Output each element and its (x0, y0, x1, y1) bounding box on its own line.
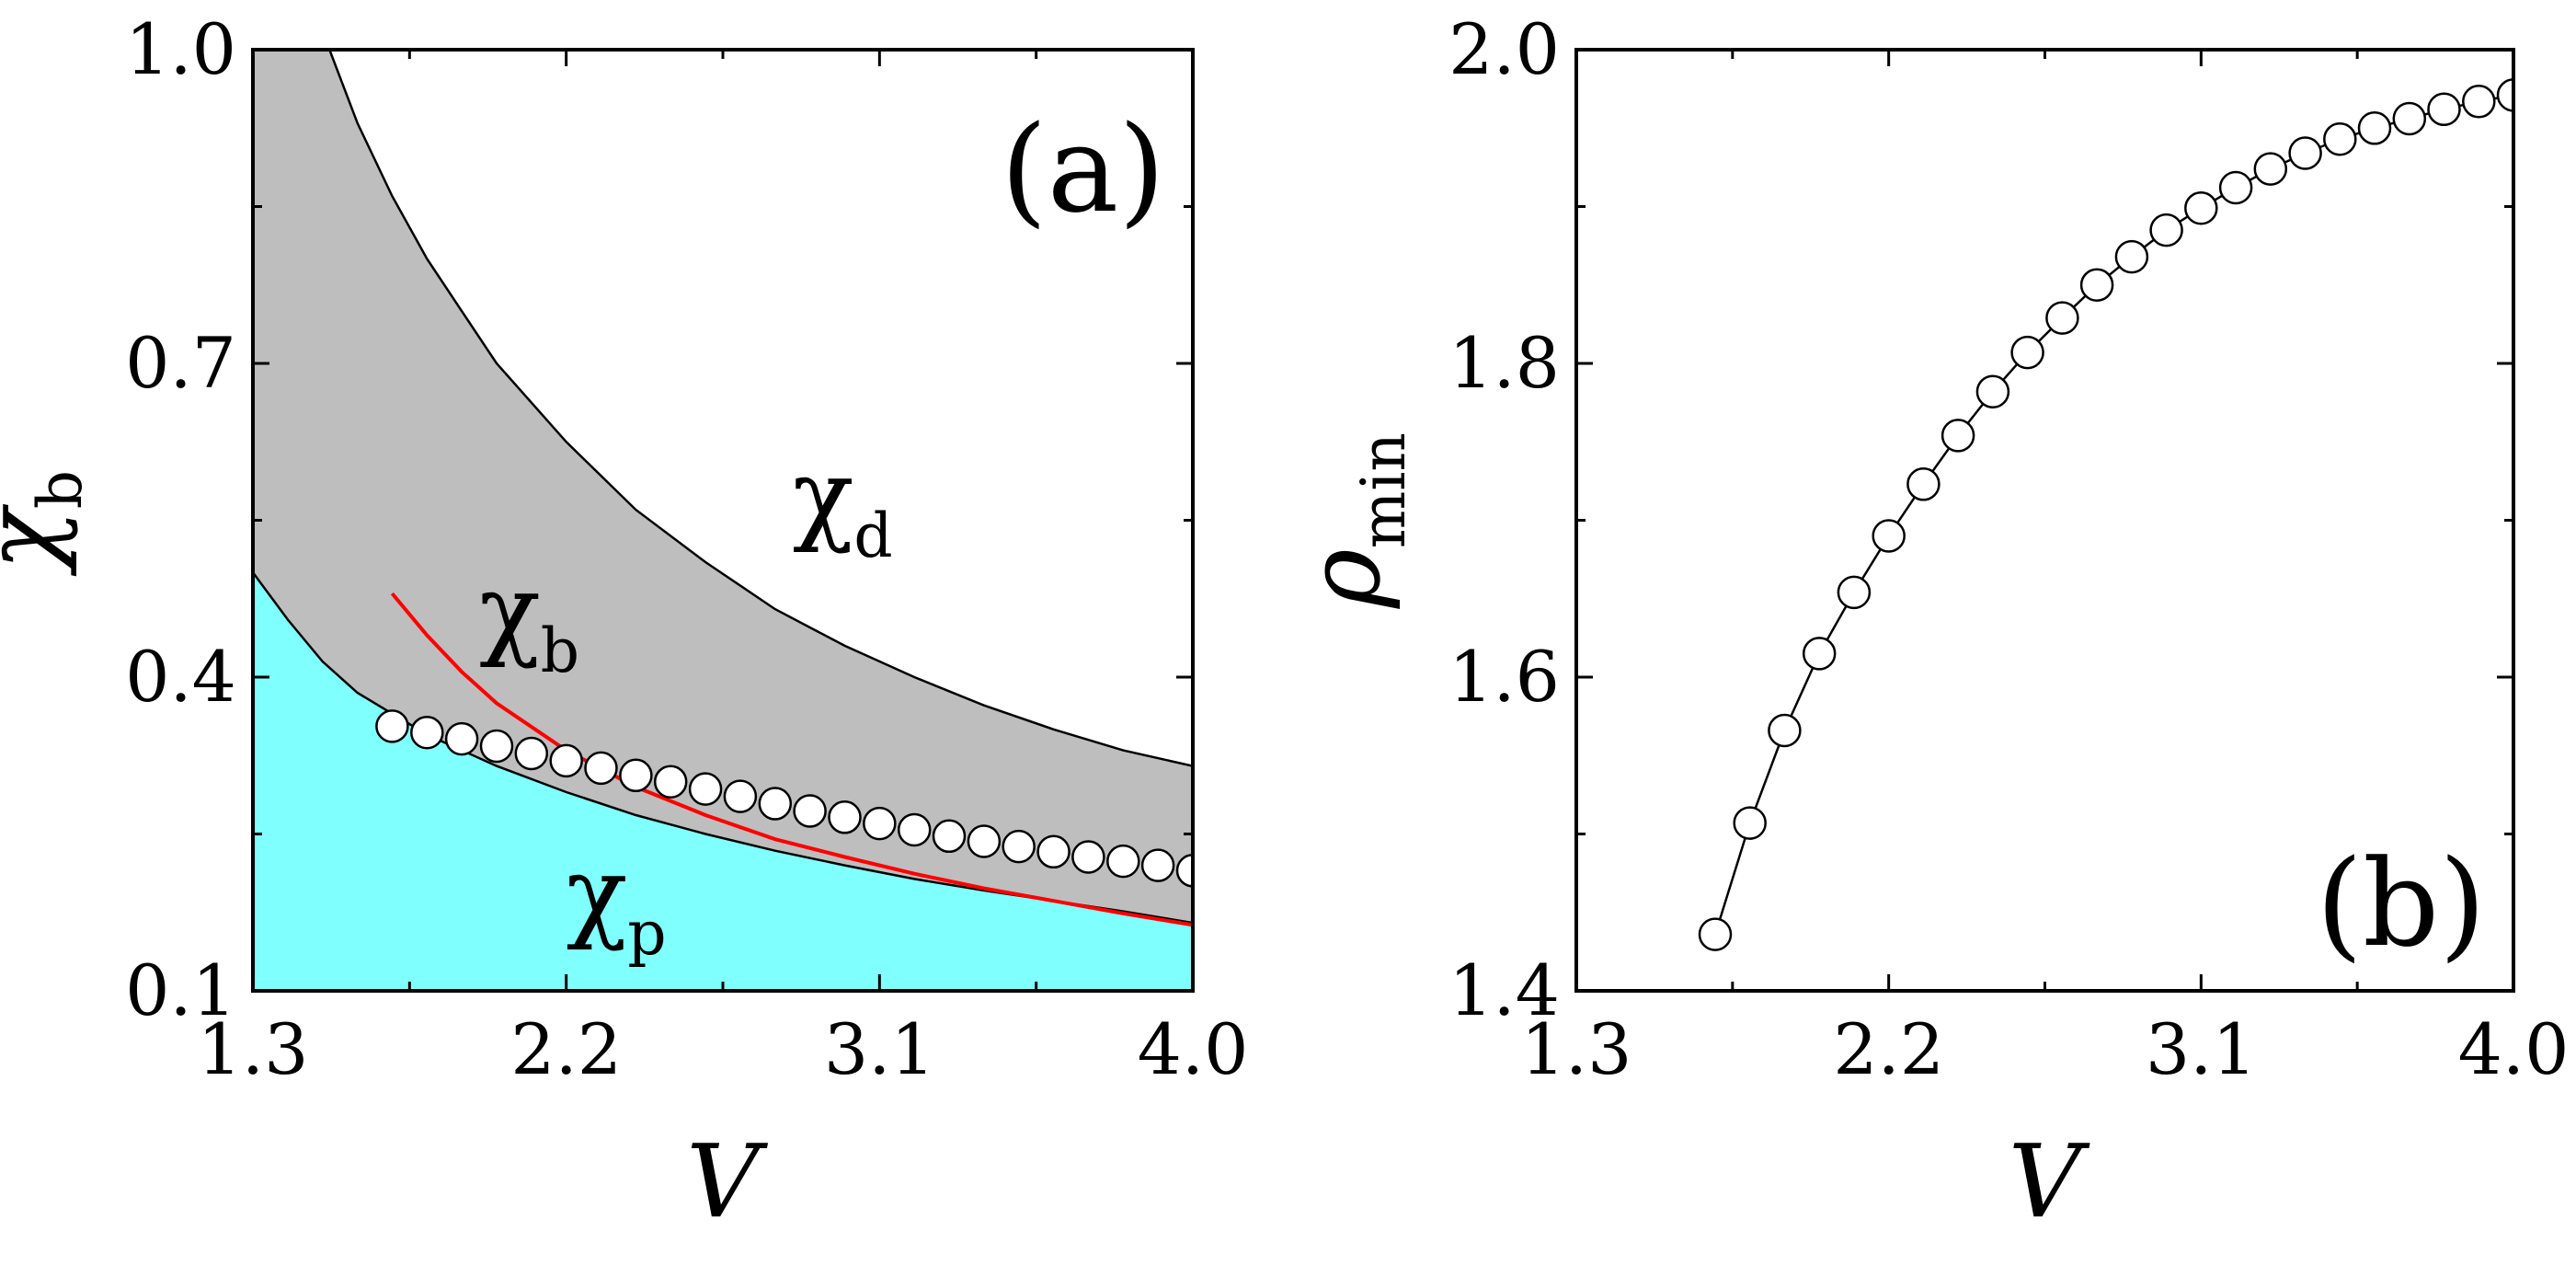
y-tick-label: 1.6 (1448, 636, 1560, 718)
x-tick-label: 1.3 (1521, 1008, 1632, 1090)
x-tick-label: 4.0 (1138, 1008, 1249, 1090)
x-tick-label: 3.1 (2146, 1008, 2257, 1090)
x-axis-label: V (2009, 1122, 2090, 1240)
y-axis-label: χb (0, 470, 96, 577)
data-point-b-8 (1975, 374, 2010, 408)
data-point-b-1 (1733, 806, 1767, 840)
y-tick-label: 0.4 (125, 636, 236, 718)
data-point-b-16 (2253, 152, 2288, 186)
data-point-a-6 (584, 751, 618, 786)
data-point-a-14 (863, 806, 897, 841)
data-point-b-10 (2045, 301, 2079, 335)
data-point-a-21 (1106, 844, 1140, 879)
data-point-b-11 (2079, 268, 2114, 302)
data-point-a-15 (897, 812, 932, 847)
y-tick-label: 1.0 (125, 8, 236, 90)
data-point-b-12 (2114, 239, 2149, 274)
data-point-a-0 (375, 709, 409, 743)
y-axis-label-sub: b (25, 470, 96, 509)
region-label-d-sub: d (853, 500, 892, 571)
data-point-a-3 (479, 729, 514, 764)
gray-region (253, 50, 1193, 924)
data-point-a-1 (410, 715, 444, 750)
data-point-b-4 (1837, 575, 1872, 610)
data-point-a-10 (723, 779, 758, 813)
data-point-a-11 (758, 787, 793, 821)
plot-area (1698, 78, 2513, 951)
data-point-b-5 (1872, 519, 1906, 553)
data-point-b-6 (1906, 467, 1941, 501)
rho-min-line (1713, 94, 2513, 935)
data-point-a-17 (967, 824, 1002, 858)
region-label-p-main: χ (567, 834, 628, 952)
region-label-p-sub: p (627, 898, 666, 969)
data-point-b-19 (2357, 111, 2392, 145)
data-point-b-23 (2496, 78, 2513, 112)
data-point-b-20 (2392, 101, 2427, 136)
region-label-b: χb (479, 552, 579, 686)
data-point-b-22 (2462, 85, 2496, 119)
data-point-b-21 (2427, 92, 2461, 127)
data-point-b-17 (2288, 136, 2322, 170)
y-tick-label: 1.4 (1448, 949, 1560, 1031)
data-point-a-23 (1175, 854, 1193, 888)
data-point-b-18 (2323, 121, 2357, 156)
x-axis-label: V (686, 1122, 768, 1240)
red-curve (390, 592, 1193, 927)
data-point-a-7 (619, 758, 653, 793)
upper-boundary-line (328, 50, 1193, 767)
data-point-b-3 (1802, 637, 1837, 671)
region-label-p: χp (567, 834, 667, 969)
data-point-b-9 (2010, 335, 2044, 370)
panel-label-a: (a) (1001, 99, 1165, 239)
panel-label-b: (b) (2316, 834, 2486, 973)
x-tick-label: 1.3 (198, 1008, 309, 1090)
region-label-d: χd (793, 437, 893, 571)
y-tick-label: 1.8 (1448, 322, 1560, 404)
plot-area (253, 50, 1193, 991)
data-point-a-13 (828, 800, 862, 834)
y-tick-label: 0.1 (125, 949, 236, 1031)
y-tick-label: 0.7 (125, 322, 236, 404)
data-point-b-14 (2184, 190, 2218, 225)
data-point-a-4 (514, 736, 549, 771)
x-tick-label: 2.2 (1833, 1008, 1944, 1090)
y-axis-label-sub: min (1348, 432, 1419, 548)
data-point-a-19 (1036, 834, 1070, 869)
x-tick-label: 3.1 (824, 1008, 935, 1090)
data-point-b-13 (2149, 213, 2183, 247)
data-point-a-12 (793, 794, 827, 828)
region-label-d-main: χ (793, 437, 854, 555)
data-point-b-0 (1698, 917, 1733, 951)
data-point-b-2 (1768, 713, 1802, 748)
region-label-b-sub: b (541, 615, 579, 686)
data-point-b-7 (1941, 419, 1975, 453)
y-axis-label-main: χ (0, 503, 79, 577)
region-label-b-main: χ (479, 552, 541, 670)
y-axis-label: ρmin (1285, 432, 1419, 609)
data-point-a-8 (653, 765, 688, 799)
x-tick-label: 4.0 (2458, 1008, 2570, 1090)
data-point-a-5 (549, 743, 583, 778)
data-point-a-18 (1002, 829, 1036, 864)
x-tick-label: 2.2 (510, 1008, 622, 1090)
data-point-b-15 (2218, 170, 2253, 205)
data-point-a-16 (932, 819, 967, 854)
data-point-a-2 (444, 721, 479, 756)
data-point-a-9 (688, 772, 723, 806)
y-axis-label-main: ρ (1285, 548, 1402, 609)
y-tick-label: 2.0 (1448, 8, 1560, 90)
data-point-a-20 (1071, 840, 1105, 874)
data-point-a-22 (1140, 848, 1175, 882)
